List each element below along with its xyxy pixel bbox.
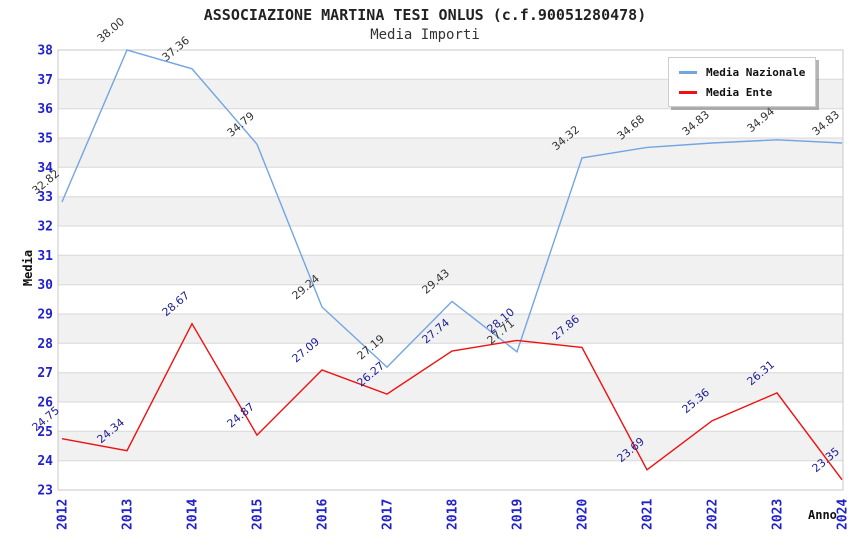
- svg-text:2019: 2019: [511, 499, 526, 530]
- svg-text:26: 26: [37, 396, 53, 411]
- svg-text:36: 36: [37, 102, 53, 117]
- svg-text:2024: 2024: [836, 499, 850, 530]
- svg-text:29: 29: [37, 308, 53, 323]
- svg-text:25: 25: [37, 425, 53, 440]
- svg-text:34.83: 34.83: [810, 108, 842, 138]
- svg-text:2013: 2013: [121, 499, 136, 530]
- svg-text:34.79: 34.79: [225, 109, 257, 139]
- media-nazionale-line-swatch-icon: [679, 70, 697, 74]
- svg-text:33: 33: [37, 190, 53, 205]
- svg-text:2016: 2016: [316, 499, 331, 530]
- svg-text:34.94: 34.94: [745, 105, 777, 135]
- svg-text:38.00: 38.00: [95, 15, 127, 45]
- page-title: ASSOCIAZIONE MARTINA TESI ONLUS (c.f.900…: [203, 6, 647, 24]
- svg-text:37.36: 37.36: [160, 34, 192, 64]
- y-axis-title: Media: [21, 249, 35, 287]
- svg-text:2015: 2015: [251, 499, 266, 530]
- svg-text:2022: 2022: [706, 499, 721, 530]
- svg-text:24: 24: [37, 454, 53, 469]
- legend-label-media-ente: Media Ente: [706, 85, 773, 99]
- legend-label-media-nazionale: Media Nazionale: [706, 65, 806, 79]
- svg-text:2017: 2017: [381, 499, 396, 530]
- legend-item-media-ente: Media Ente: [679, 84, 805, 100]
- svg-text:28: 28: [37, 337, 53, 352]
- svg-text:34: 34: [37, 161, 53, 176]
- legend-item-media-nazionale: Media Nazionale: [679, 64, 805, 80]
- page-subtitle: Media Importi: [370, 27, 480, 43]
- svg-text:2020: 2020: [576, 499, 591, 530]
- svg-text:30: 30: [37, 278, 53, 293]
- svg-text:31: 31: [37, 249, 53, 264]
- svg-text:35: 35: [37, 132, 53, 147]
- svg-text:2012: 2012: [56, 499, 71, 530]
- svg-text:38: 38: [37, 44, 53, 59]
- svg-text:23: 23: [37, 484, 53, 499]
- legend: Media Nazionale Media Ente: [668, 57, 817, 107]
- svg-text:32: 32: [37, 220, 53, 235]
- svg-text:2014: 2014: [186, 499, 201, 530]
- svg-text:34.83: 34.83: [680, 108, 712, 138]
- media-ente-line-swatch-icon: [679, 90, 697, 94]
- svg-text:2021: 2021: [641, 499, 656, 530]
- svg-text:27: 27: [37, 366, 53, 381]
- x-axis-title: Anno: [808, 508, 837, 522]
- svg-text:2018: 2018: [446, 499, 461, 530]
- svg-text:2023: 2023: [771, 499, 786, 530]
- svg-text:37: 37: [37, 73, 53, 88]
